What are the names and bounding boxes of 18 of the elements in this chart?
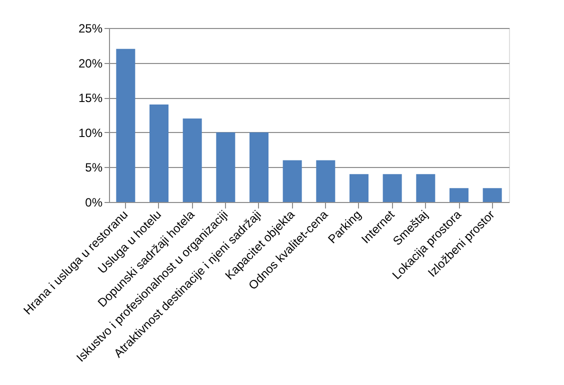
y-tick-label: 15% bbox=[78, 91, 103, 106]
bar bbox=[316, 160, 336, 202]
bar bbox=[482, 188, 502, 202]
y-tick-label: 25% bbox=[78, 22, 103, 36]
bar bbox=[416, 174, 436, 202]
y-tick-label: 0% bbox=[85, 196, 103, 210]
bar bbox=[182, 118, 202, 202]
bar bbox=[382, 174, 402, 202]
bar bbox=[116, 48, 136, 202]
bar bbox=[350, 174, 368, 202]
bar bbox=[282, 160, 302, 202]
bar bbox=[150, 104, 168, 202]
bar bbox=[216, 132, 236, 202]
bar bbox=[250, 132, 268, 202]
bar bbox=[450, 188, 468, 202]
y-tick-label: 20% bbox=[78, 56, 103, 70]
y-tick-label: 10% bbox=[78, 126, 103, 140]
y-tick-label: 5% bbox=[85, 160, 103, 175]
